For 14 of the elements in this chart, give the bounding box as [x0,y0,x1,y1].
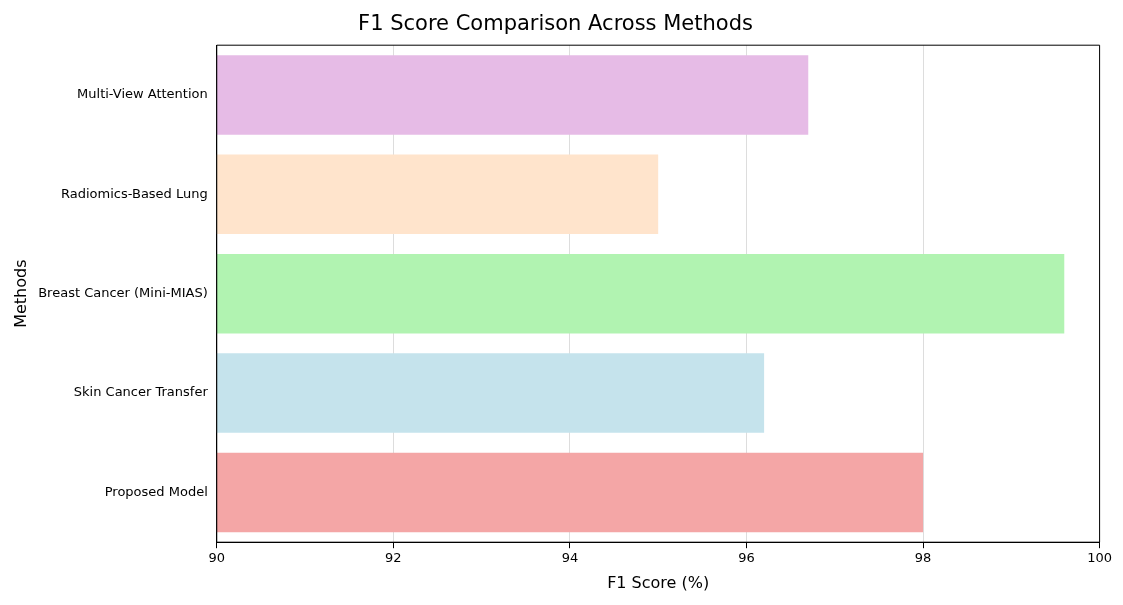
x-tick-label: 100 [1087,550,1113,566]
x-tick-label: 90 [208,550,226,566]
y-tick-label: Radiomics-Based Lung [61,185,208,201]
chart-title: F1 Score Comparison Across Methods [358,11,753,36]
y-tick-label: Proposed Model [104,483,208,499]
y-tick-label: Skin Cancer Transfer [73,384,209,400]
x-axis-title: F1 Score (%) [607,572,710,592]
y-axis-title: Methods [10,259,30,328]
x-tick-label: 96 [738,550,755,566]
y-tick-label: Breast Cancer (Mini-MIAS) [38,285,208,301]
x-tick-label: 94 [561,550,579,566]
y-tick-label: Multi-View Attention [77,86,208,102]
x-tick-label: 92 [385,550,402,566]
x-tick-label: 98 [914,550,932,566]
